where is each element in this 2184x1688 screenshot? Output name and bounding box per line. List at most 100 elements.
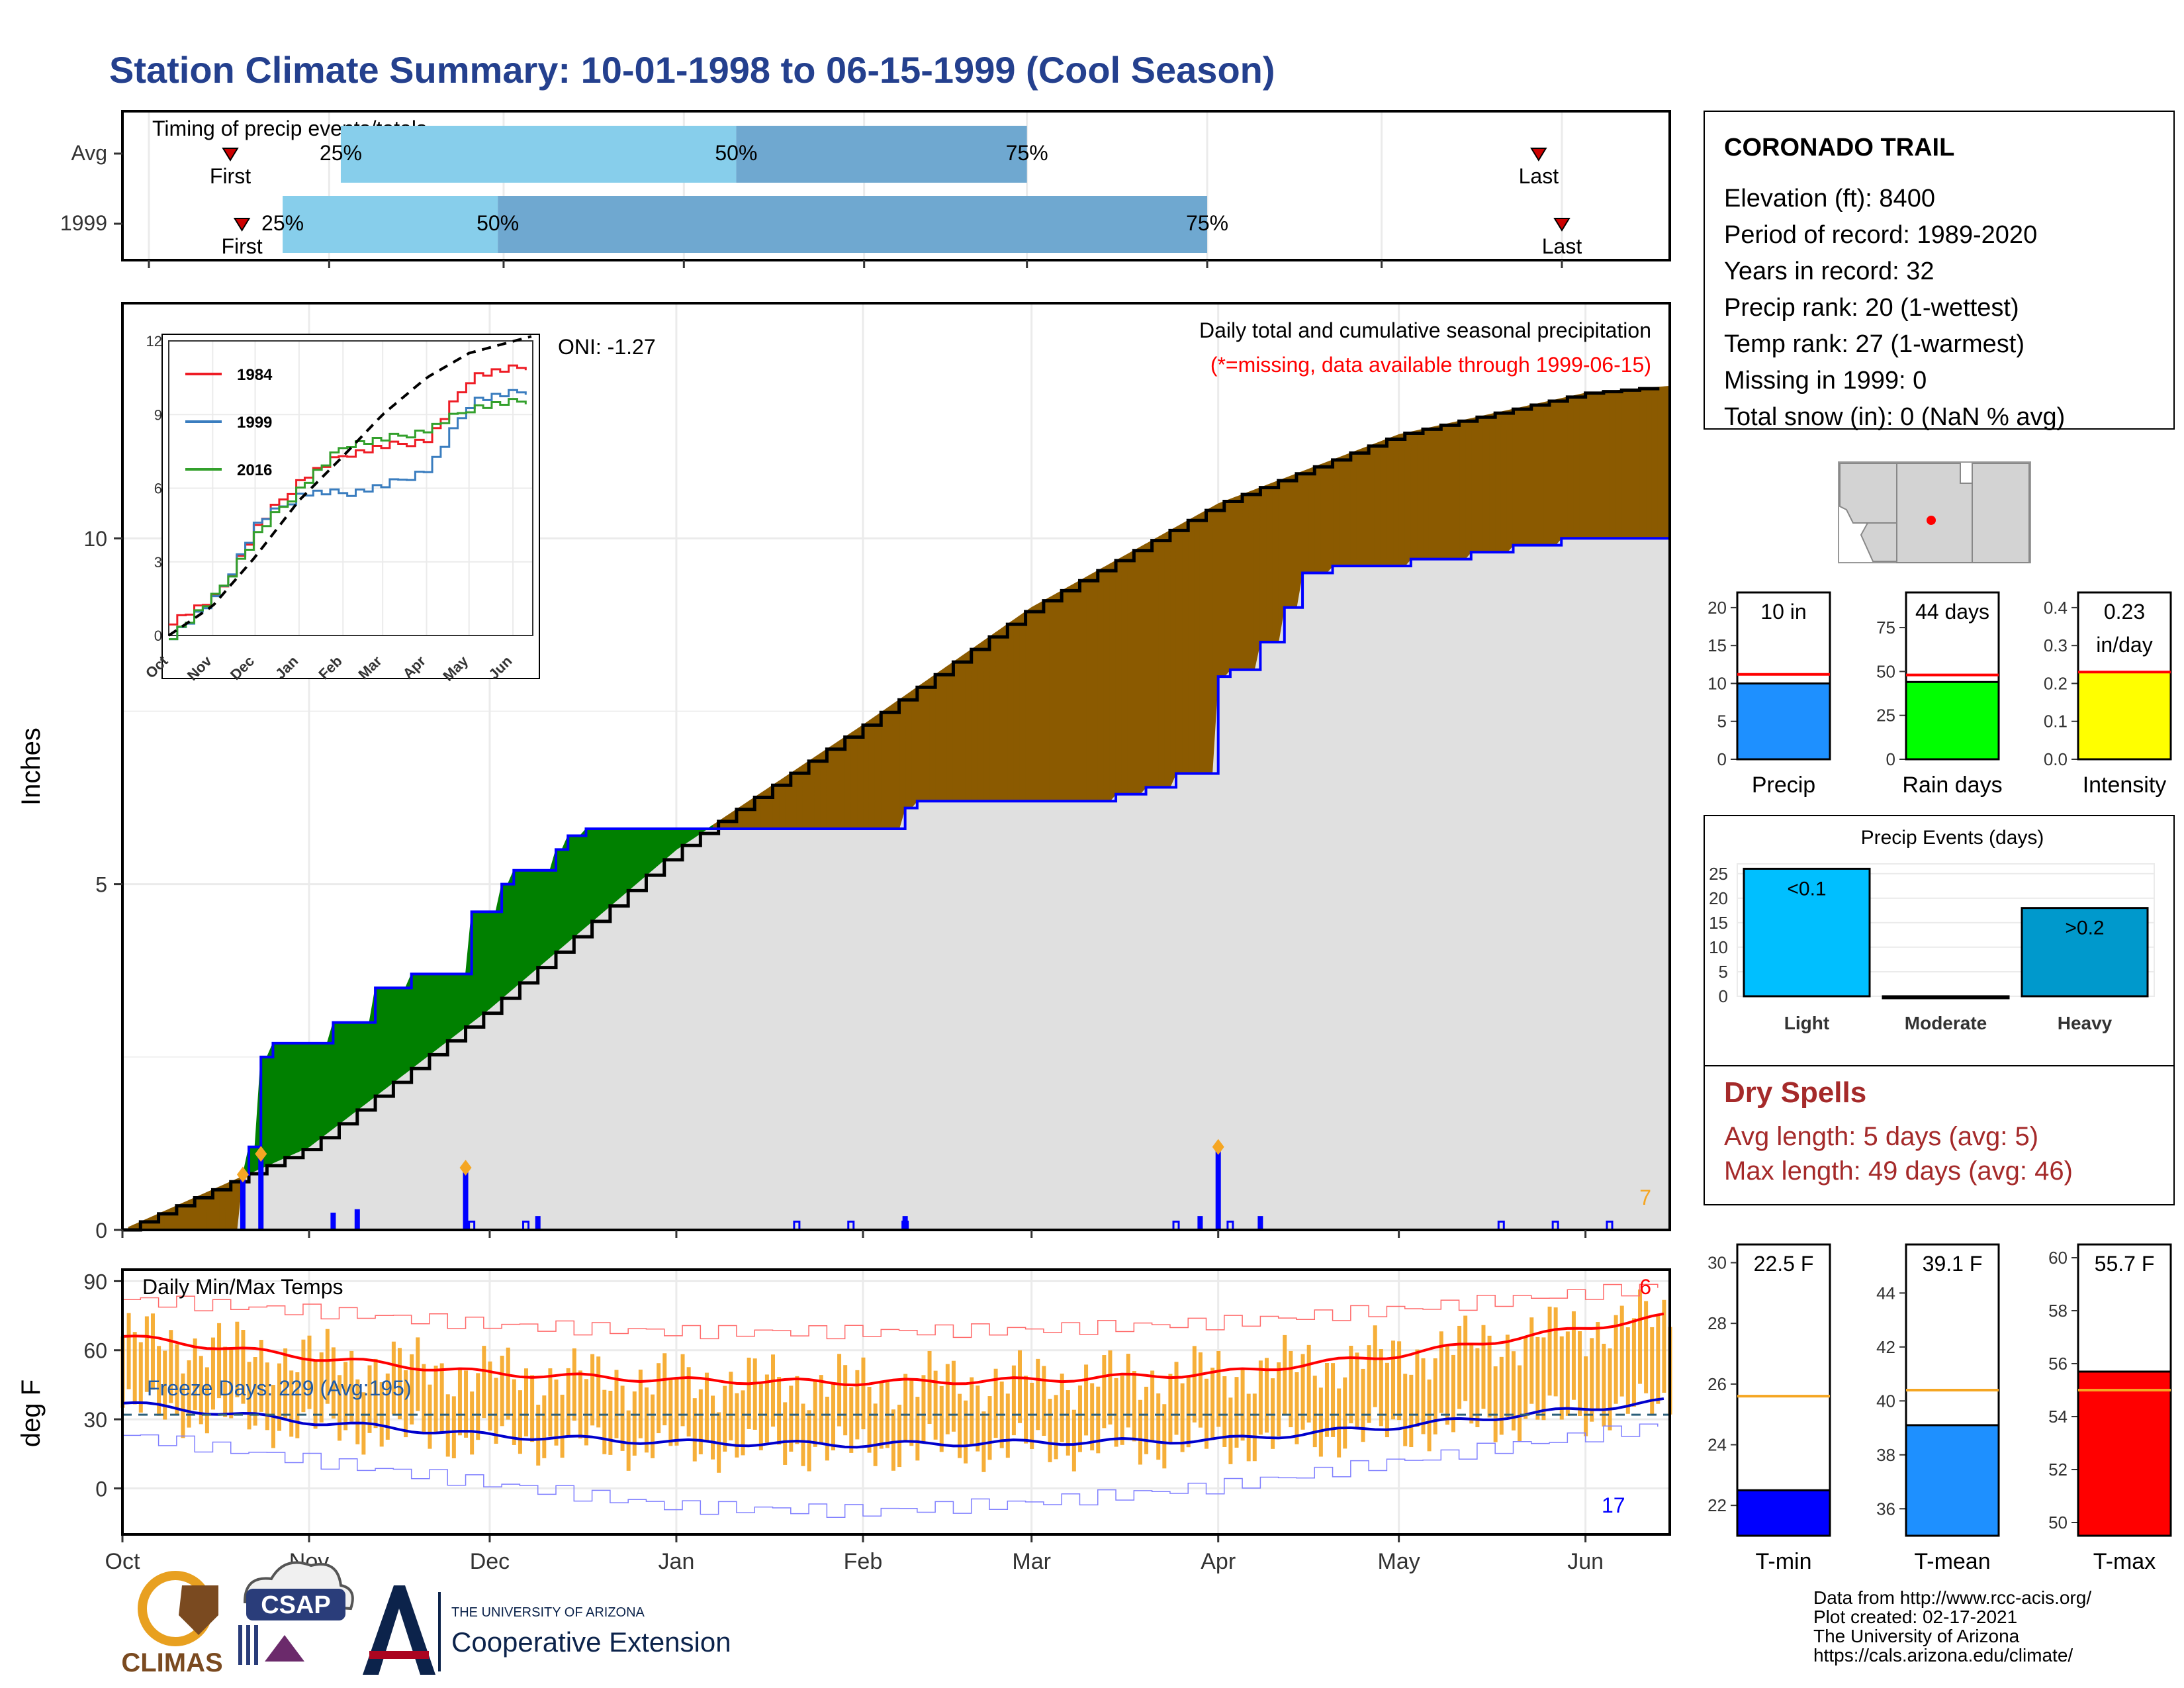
temp-ylabel: deg F <box>17 1380 46 1447</box>
station-info-box: CORONADO TRAIL Elevation (ft): 8400 Peri… <box>1704 111 2175 431</box>
daily-temp-bar <box>1005 1393 1010 1458</box>
daily-temp-bar <box>1445 1346 1449 1425</box>
daily-temp-bar <box>1379 1348 1383 1427</box>
daily-temp-bar <box>578 1370 582 1439</box>
daily-temp-bar <box>1481 1325 1486 1409</box>
daily-temp-bar <box>1138 1399 1142 1465</box>
timing-p50-label: 50% <box>715 141 757 165</box>
daily-temp-bar <box>319 1352 324 1423</box>
daily-temp-bar <box>169 1330 173 1403</box>
daily-temp-bar <box>1222 1376 1227 1447</box>
events-category-label: Light <box>1784 1013 1829 1033</box>
pb-1-value-bar <box>1905 680 2000 761</box>
precip-event-diamond <box>255 1146 267 1162</box>
daily-temp-bar <box>1054 1395 1058 1460</box>
daily-temp-bar <box>506 1347 510 1420</box>
record-max-count: 6 <box>1639 1275 1651 1299</box>
daily-temp-bar <box>849 1387 854 1453</box>
daily-temp-bar <box>1258 1360 1263 1435</box>
timing-last-marker <box>1530 148 1547 162</box>
daily-temp-bar <box>175 1344 179 1415</box>
daily-temp-bar <box>951 1360 956 1432</box>
daily-temp-bar <box>199 1356 203 1425</box>
daily-temp-bar <box>1403 1374 1408 1446</box>
credit-line-2: Plot created: 02-17-2021 <box>1813 1607 2017 1627</box>
year-cumulative-line <box>122 537 1670 1231</box>
daily-temp-bar <box>277 1363 282 1431</box>
daily-temp-bar <box>777 1377 782 1445</box>
pb-0-name: Precip <box>1752 773 1815 798</box>
daily-temp-bar <box>1132 1371 1136 1442</box>
daily-temp-bar <box>373 1358 378 1429</box>
tb-1-ytick-label: 36 <box>1876 1499 1895 1519</box>
daily-temp-bar <box>855 1370 860 1440</box>
ua-small-text: THE UNIVERSITY OF ARIZONA <box>451 1605 645 1620</box>
daily-temp-bar <box>1571 1311 1576 1400</box>
daily-temp-bar <box>1252 1393 1257 1462</box>
daily-temp-bar <box>1631 1318 1636 1407</box>
daily-precip-spike <box>1197 1216 1203 1230</box>
daily-temp-bar <box>741 1390 745 1456</box>
tb-2-ytick-label: 50 <box>2048 1513 2068 1532</box>
daily-temp-bar <box>1602 1343 1606 1427</box>
daily-temp-bar <box>1186 1377 1191 1448</box>
daily-temp-bar <box>843 1365 848 1436</box>
precip-events-panel: Precip Events (days) 0 5 10 15 20 25 <0.1 Light… <box>1704 815 2175 1068</box>
daily-temp-bar <box>1180 1383 1185 1452</box>
temp-ytick-label: 90 <box>83 1270 107 1293</box>
daily-temp-bar <box>1337 1388 1342 1458</box>
tb-1-ytick-label: 40 <box>1876 1391 1895 1411</box>
daily-temp-bar <box>355 1379 360 1444</box>
daily-temp-bar <box>1011 1365 1016 1436</box>
daily-temp-bar <box>1475 1348 1480 1428</box>
daily-temp-bar <box>789 1385 794 1452</box>
daily-temp-bar <box>1349 1345 1353 1424</box>
page-title: Station Climate Summary: 10-01-1998 to 0… <box>109 49 1275 91</box>
temp-xtick-label: May <box>1378 1549 1420 1574</box>
events-bar-moderate <box>1882 995 2010 1000</box>
daily-temp-bar <box>662 1353 667 1426</box>
daily-temp-bar <box>1565 1331 1570 1416</box>
station-years: Years in record: 32 <box>1724 258 1934 285</box>
precip-ylabel: Inches <box>17 727 46 806</box>
locator-map <box>1838 461 2031 563</box>
daily-temp-bar <box>404 1370 408 1438</box>
inset-chart: Oct Nov Dec Jan Feb Mar Apr May Jun0369121984199… <box>142 333 540 684</box>
daily-temp-bar <box>181 1373 185 1438</box>
timing-p25-label: 25% <box>261 211 304 235</box>
daily-temp-bar <box>981 1411 986 1472</box>
credit-line-3: The University of Arizona <box>1813 1626 2020 1646</box>
inset-ytick-label: 12 <box>146 333 162 350</box>
temp-summary-bars: 22 24 26 28 30 22.5 F T-min 36 38 40 42 44 39.1 F T-m… <box>1707 1243 2172 1574</box>
pb-2-ytick-label: 0.1 <box>2044 712 2068 731</box>
daily-temp-bar <box>1144 1386 1149 1454</box>
daily-temp-bar <box>391 1341 396 1415</box>
pb-2-name: Intensity <box>2083 773 2167 798</box>
events-category-label: Heavy <box>2058 1013 2113 1033</box>
daily-temp-bar <box>1584 1356 1588 1436</box>
daily-temp-bar <box>1036 1358 1040 1430</box>
daily-temp-bar <box>518 1390 522 1454</box>
daily-temp-bar <box>729 1372 733 1440</box>
station-period: Period of record: 1989-2020 <box>1724 221 2037 249</box>
daily-temp-bar <box>620 1385 625 1451</box>
daily-temp-bar <box>584 1379 588 1446</box>
inset-series-1999 <box>169 389 527 641</box>
daily-temp-bar <box>867 1387 872 1453</box>
daily-temp-bar <box>313 1360 318 1429</box>
daily-temp-bar <box>723 1385 727 1452</box>
daily-temp-bar <box>795 1376 799 1444</box>
daily-temp-bar <box>494 1378 498 1444</box>
daily-temp-bar <box>1439 1331 1443 1413</box>
daily-temp-bar <box>939 1385 944 1452</box>
tb-1-ytick-label: 42 <box>1876 1337 1895 1357</box>
pb-2-ytick-label: 0.0 <box>2044 749 2068 769</box>
timing-p75-label: 75% <box>1186 211 1228 235</box>
daily-temp-bar <box>229 1348 234 1419</box>
daily-temp-bar <box>1644 1301 1649 1393</box>
daily-temp-bar <box>349 1350 354 1422</box>
daily-temp-bar <box>488 1361 492 1431</box>
events-bar-label: <0.1 <box>1787 878 1826 900</box>
daily-temp-bar <box>1397 1341 1402 1421</box>
